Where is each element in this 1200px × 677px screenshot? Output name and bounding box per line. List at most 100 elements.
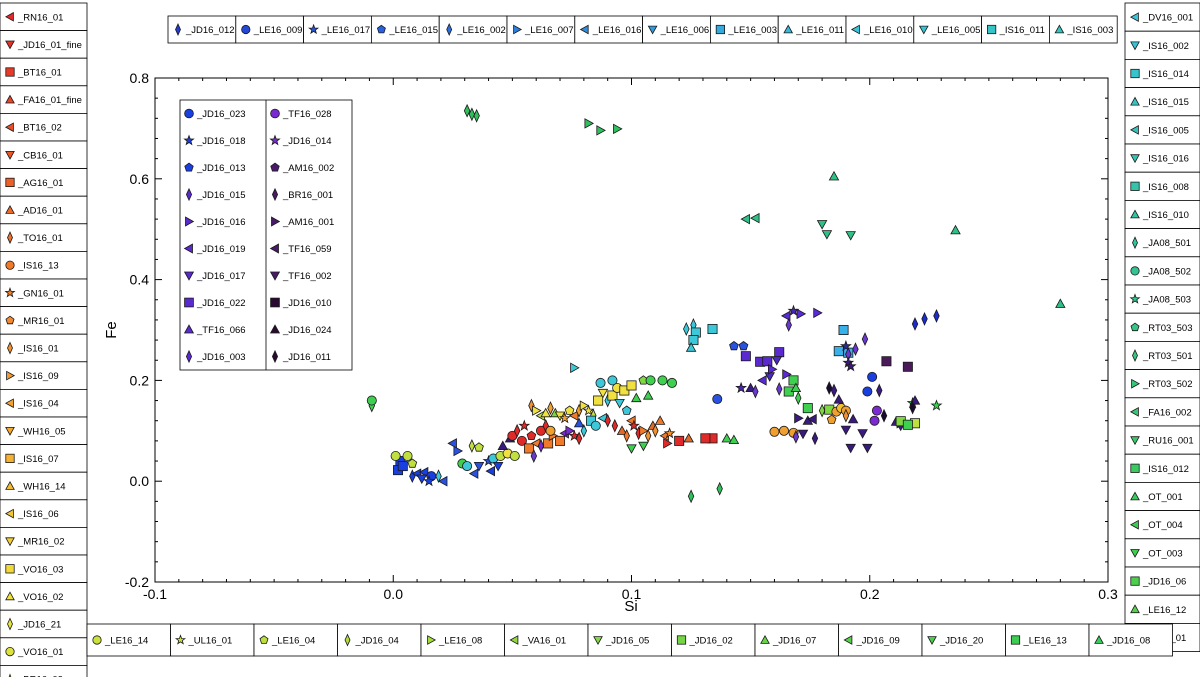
data-point [716, 481, 723, 496]
data-point [596, 125, 606, 136]
data-point [570, 362, 580, 374]
legend-inset-label: _JD16_010 [282, 298, 332, 309]
data-point [663, 427, 676, 439]
legend-right-swatch [1130, 68, 1140, 79]
data-point [537, 438, 545, 453]
legend-left-label: _BR16_02 [17, 675, 63, 677]
legend-top-item: _IS16_011 [981, 15, 1050, 44]
legend-bottom-swatch [760, 634, 770, 644]
legend-top-label: _IS16_003 [1066, 25, 1113, 36]
data-point [911, 317, 919, 331]
legend-inset-swatch [271, 349, 279, 364]
legend-bottom-item-box [1088, 623, 1173, 657]
data-point [595, 377, 606, 388]
x-tick-label: 0.1 [622, 586, 642, 602]
legend-right-swatch [1130, 181, 1140, 191]
legend-top-label: _LE16_015 [388, 25, 438, 36]
data-point [582, 404, 595, 416]
legend-inset-swatch [184, 297, 194, 308]
legend-top-label: _JD16_012 [185, 25, 235, 36]
legend-left-swatch [5, 40, 15, 50]
legend-bottom-swatch [1094, 634, 1104, 644]
legend-left-swatch [5, 537, 15, 547]
legend-bottom-swatch [676, 635, 687, 645]
legend-right-item-box [1124, 397, 1200, 427]
legend-inset-label: _JD16_013 [196, 163, 246, 174]
data-point [613, 123, 623, 135]
data-point [930, 399, 943, 411]
legend-bottom-item-box [921, 623, 1006, 657]
data-point [626, 380, 637, 391]
legend-bottom-item-box [504, 623, 589, 657]
legend-right-swatch [1129, 12, 1139, 22]
legend-right-label: _IS16_015 [1142, 97, 1189, 108]
data-point [790, 382, 802, 393]
data-point [813, 307, 823, 319]
legend-left-item: _BT16_02 [0, 113, 88, 142]
legend-bottom-item: _LE16_14 [86, 623, 171, 657]
legend-left-label: _IS16_07 [17, 454, 59, 465]
legend-top-item: _LE16_009 [235, 15, 305, 44]
legend-left-item: _FA16_01_fine [0, 85, 88, 114]
legend-bottom-item: _JD16_02 [671, 623, 756, 657]
data-point [590, 420, 601, 431]
legend-inset-item: _TF16_028 [270, 108, 332, 120]
data-point [818, 403, 826, 418]
legend-top-label: _LE16_002 [456, 25, 506, 36]
legend-left-swatch [7, 617, 13, 631]
data-point [516, 435, 527, 446]
data-point [547, 401, 554, 416]
legend-right-swatch [1130, 41, 1140, 51]
legend-bottom-label: _JD16_08 [1106, 636, 1150, 647]
data-point [721, 432, 733, 443]
legend-left-item: _JD16_21 [0, 609, 88, 639]
legend-left-item-box [0, 57, 88, 87]
data-point [604, 413, 611, 428]
legend-bottom-label: _JD16_07 [772, 636, 816, 647]
legend-bottom-item: _JD16_08 [1088, 623, 1173, 657]
legend-right-item: _OT_004 [1124, 510, 1200, 540]
legend-left-label: _VO16_01 [17, 647, 63, 658]
data-point [597, 388, 609, 399]
data-point [757, 375, 767, 386]
legend-top-swatch [783, 24, 794, 34]
data-point [771, 356, 783, 366]
data-point [565, 425, 576, 437]
legend-left-label: _AG16_01 [17, 178, 63, 189]
data-point [573, 417, 585, 428]
legend-inset-item: _JD16_013 [184, 162, 246, 174]
data-point [794, 412, 804, 424]
legend-left-item: _IS16_07 [0, 444, 88, 473]
legend-inset-label: _TF16_028 [282, 109, 332, 120]
legend-top-swatch [715, 24, 726, 35]
data-point [492, 461, 504, 472]
data-point [683, 432, 694, 443]
legend-left-label: _WH16_05 [17, 426, 66, 437]
legend-left-item: _RN16_01 [0, 2, 88, 32]
legend-inset-swatch [271, 216, 281, 227]
legend-bottom-label: _JD16_04 [355, 636, 399, 647]
legend-right-label: _JD16_06 [1142, 577, 1186, 588]
legend-left-swatch [6, 370, 16, 381]
legend-left-swatch [4, 508, 14, 519]
data-point [366, 395, 377, 406]
legend-left-item-box [0, 2, 88, 32]
data-point [568, 410, 579, 421]
legend-left-label: _IS16_04 [17, 399, 59, 410]
legend-right-swatch [1130, 604, 1140, 614]
legend-right-label: _DV16_001 [1142, 13, 1193, 24]
legend-top-swatch [1054, 24, 1065, 34]
data-point [738, 341, 749, 351]
legend-left-swatch [5, 150, 15, 160]
legend-left-item: _VO16_03 [0, 554, 88, 584]
legend-left-item-box [0, 527, 88, 556]
legend-left-swatch [7, 341, 13, 355]
data-point [707, 323, 718, 334]
legend-inset-item: _JD16_014 [269, 134, 332, 147]
legend-inset-item: _JD16_018 [183, 134, 246, 147]
data-point [616, 425, 628, 435]
legend-right-swatch [1129, 293, 1141, 304]
legend-top-item: _LE16_011 [777, 15, 847, 44]
legend-left-label: _BT16_02 [17, 123, 62, 134]
